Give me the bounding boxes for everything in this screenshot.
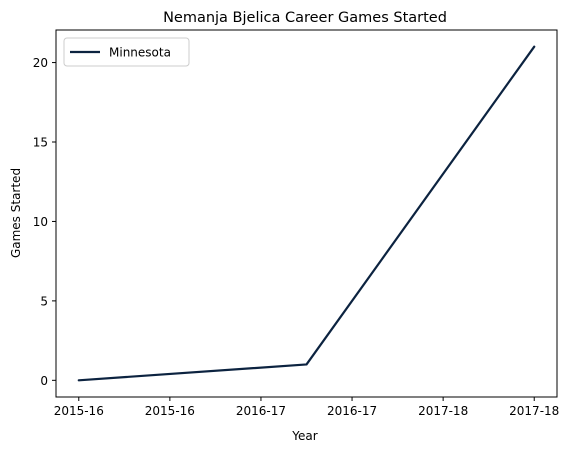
legend-box xyxy=(63,37,190,67)
y-axis: 0 5 10 15 20 xyxy=(33,56,56,388)
y-tick-label: 10 xyxy=(33,215,48,229)
y-tick-label: 0 xyxy=(40,374,48,388)
x-tick-label: 2017-18 xyxy=(509,404,559,418)
chart-title: Nemanja Bjelica Career Games Started xyxy=(163,10,447,26)
y-tick-label: 15 xyxy=(33,136,48,150)
legend: Minnesota xyxy=(63,37,190,67)
x-tick-label: 2017-18 xyxy=(418,404,468,418)
x-tick-label: 2016-17 xyxy=(327,404,377,418)
y-tick-label: 5 xyxy=(40,294,48,308)
x-tick-label: 2015-16 xyxy=(54,404,104,418)
legend-label-minnesota: Minnesota xyxy=(109,46,171,60)
series-layer xyxy=(77,45,536,382)
x-axis-label: Year xyxy=(291,429,317,443)
y-axis-label: Games Started xyxy=(9,168,23,258)
x-axis: 2015-16 2015-16 2016-17 2016-17 2017-18 2017-… xyxy=(54,397,559,418)
plot-background xyxy=(56,30,557,397)
plot-frame xyxy=(55,29,558,398)
x-tick-label: 2015-16 xyxy=(145,404,195,418)
y-tick-label: 20 xyxy=(33,56,48,70)
plot-area xyxy=(56,30,557,397)
x-tick-label: 2016-17 xyxy=(236,404,286,418)
